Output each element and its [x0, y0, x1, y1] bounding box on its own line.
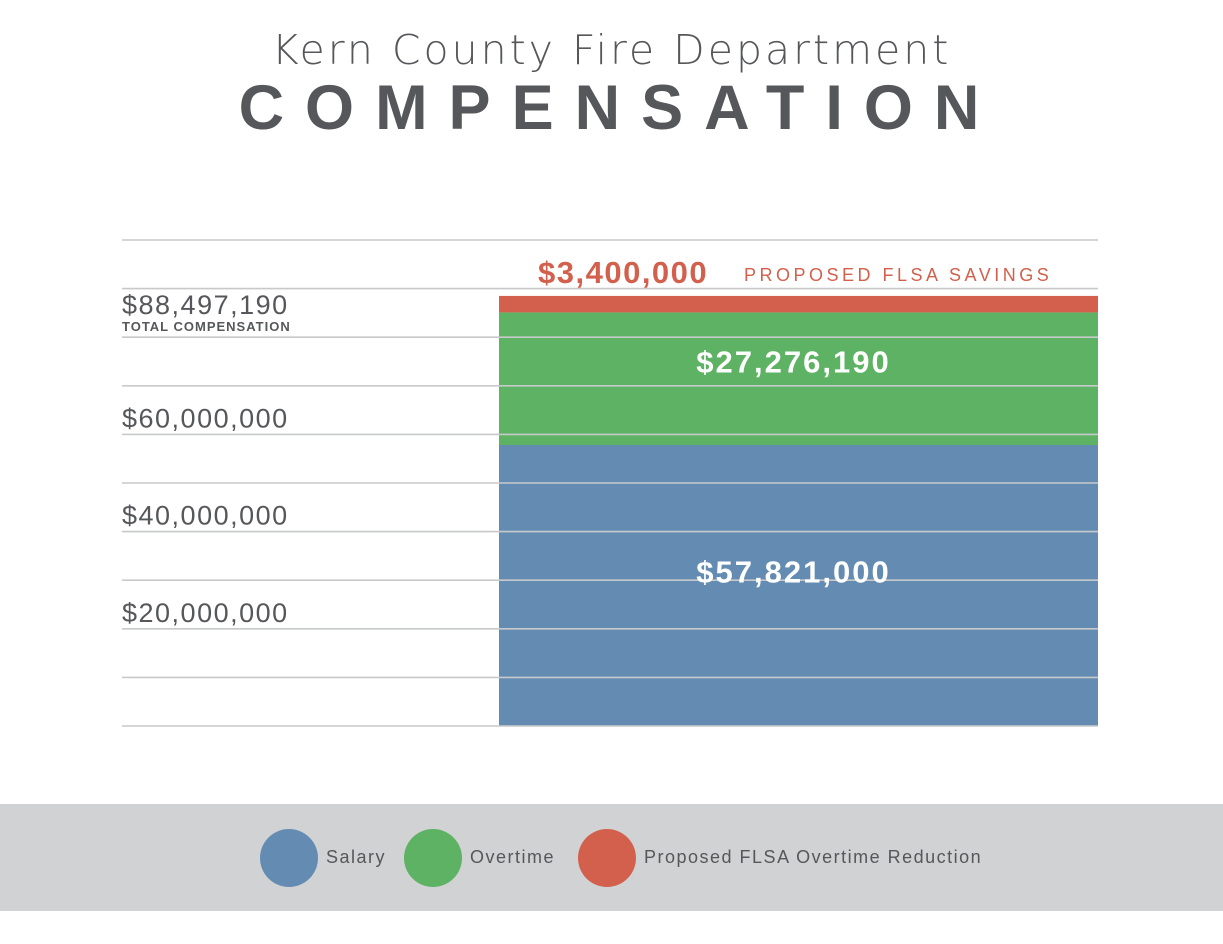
title-department: Kern County Fire Department: [271, 26, 952, 74]
legend: Salary Overtime Proposed FLSA Overtime R…: [0, 804, 1223, 911]
legend-item-salary: Salary: [260, 804, 386, 911]
y-tick-label: $40,000,000: [122, 501, 289, 531]
savings-label: PROPOSED FLSA SAVINGS: [744, 265, 1052, 285]
savings-value: $3,400,000: [538, 255, 708, 290]
legend-label-salary: Salary: [326, 847, 387, 867]
legend-label-overtime: Overtime: [470, 847, 556, 867]
bars-layer: [499, 295, 1098, 726]
data-label-salary: $57,821,000: [696, 554, 890, 589]
legend-item-flsa-reduction: Proposed FLSA Overtime Reduction: [578, 804, 982, 911]
y-tick-label: $20,000,000: [122, 598, 289, 628]
legend-item-overtime: Overtime: [404, 804, 555, 911]
y-tick-label: $60,000,000: [122, 403, 289, 433]
total-compensation-value: $88,497,190: [122, 290, 289, 320]
data-label-overtime: $27,276,190: [696, 344, 890, 379]
labels-layer: $20,000,000 $40,000,000 $60,000,000 $88,497…: [122, 255, 1052, 628]
legend-label-flsa-reduction: Proposed FLSA Overtime Reduction: [644, 847, 983, 867]
legend-swatch-salary: [260, 828, 318, 887]
bar-segment-salary: [499, 444, 1098, 726]
legend-swatch-flsa-reduction: [578, 828, 636, 887]
chart-area: $20,000,000 $40,000,000 $60,000,000 $88,497…: [122, 239, 1098, 727]
chart-title: Kern County Fire Department COMPENSATION: [0, 24, 1223, 140]
total-compensation-label: TOTAL COMPENSATION: [122, 319, 291, 334]
bar-segment-overtime: [499, 312, 1098, 445]
gridlines: [122, 239, 1098, 727]
bar-segment-proposed-flsa-overtime-reduction: [499, 295, 1098, 313]
title-compensation: COMPENSATION: [238, 73, 1001, 143]
legend-swatch-overtime: [404, 828, 462, 887]
